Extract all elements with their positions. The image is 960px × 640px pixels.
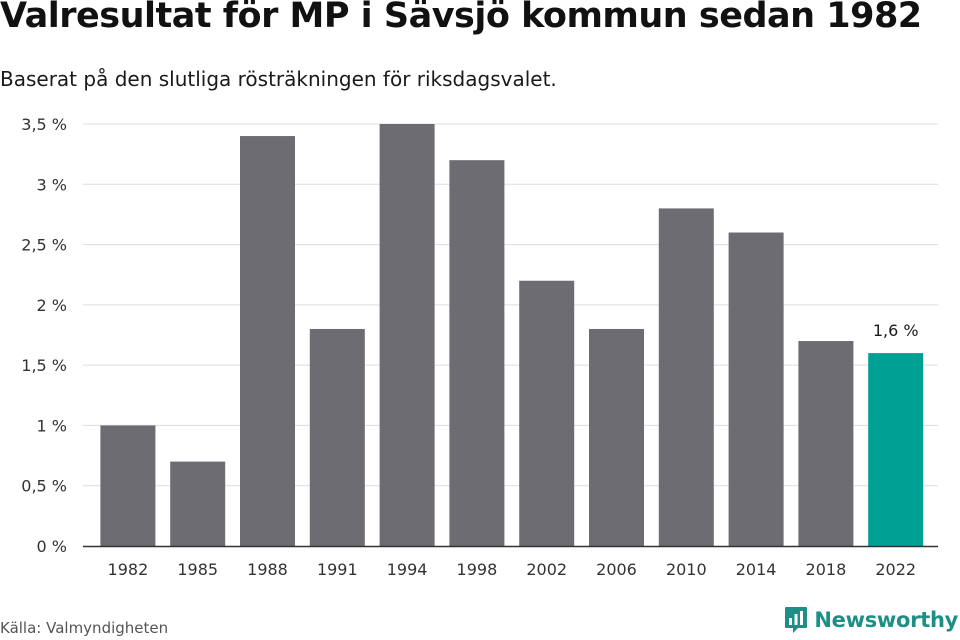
bars <box>100 124 924 547</box>
y-tick-label: 3,5 % <box>21 115 67 134</box>
x-tick-label: 1991 <box>317 560 358 579</box>
bar-1985 <box>170 461 226 546</box>
x-tick-label: 1982 <box>108 560 149 579</box>
bar-1991 <box>309 328 365 546</box>
x-tick-label: 2010 <box>666 560 707 579</box>
x-tick-label: 2006 <box>596 560 637 579</box>
y-tick-label: 3 % <box>37 175 67 194</box>
bar-1994 <box>379 124 435 546</box>
x-tick-label: 1988 <box>247 560 288 579</box>
x-tick-label: 2018 <box>806 560 847 579</box>
y-tick-label: 0,5 % <box>21 477 67 496</box>
x-tick-label: 1994 <box>387 560 428 579</box>
chart-subtitle: Baserat på den slutliga rösträkningen fö… <box>0 67 557 91</box>
bar-2010 <box>658 208 714 546</box>
newsworthy-logo-icon <box>785 607 808 633</box>
x-tick-label: 2022 <box>875 560 916 579</box>
x-tick-label: 2014 <box>736 560 777 579</box>
data-label-2022: 1,6 % <box>873 321 919 340</box>
y-tick-label: 2 % <box>37 296 67 315</box>
x-tick-label: 2002 <box>526 560 567 579</box>
y-tick-label: 0 % <box>37 537 67 556</box>
x-tick-label: 1985 <box>177 560 218 579</box>
gridlines <box>83 123 938 487</box>
bar-1988 <box>240 136 295 547</box>
y-tick-label: 1,5 % <box>21 356 67 375</box>
bar-2018 <box>798 341 854 546</box>
brand-name: Newsworthy <box>814 608 958 632</box>
bar-2002 <box>519 280 575 546</box>
chart-title: Valresultat för MP i Sävsjö kommun sedan… <box>0 0 922 36</box>
y-axis-ticks: 0 % 0,5 % 1 % 1,5 % 2 % 2,5 % 3 % 3,5 % <box>21 115 67 556</box>
y-tick-label: 2,5 % <box>21 236 67 255</box>
bar-2022 <box>868 353 924 546</box>
bar-2014 <box>728 232 784 546</box>
bar-1998 <box>449 160 505 546</box>
x-tick-label: 1998 <box>457 560 498 579</box>
bar-1982 <box>100 425 156 546</box>
source-note: Källa: Valmyndigheten <box>0 619 169 637</box>
x-axis-ticks: 1982 1985 1988 1991 1994 1998 2002 2006 2010 2014… <box>108 560 917 579</box>
annotations: 1,6 % <box>873 321 919 340</box>
y-tick-label: 1 % <box>37 416 67 435</box>
bar-chart: 0 %0,5 %1 %1,5 %2 %2,5 %3 %3,5 % 1982 198… <box>21 115 938 579</box>
bar-2006 <box>589 328 644 546</box>
brand-logo: Newsworthy <box>784 606 958 634</box>
